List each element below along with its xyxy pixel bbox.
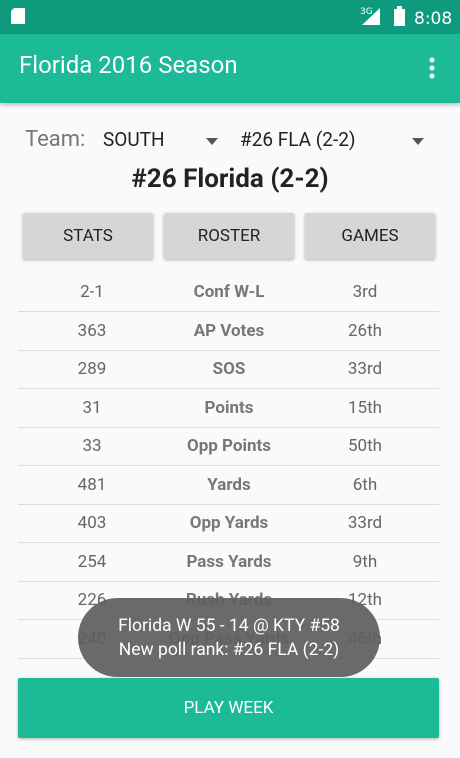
- stat-value: 363: [77, 320, 107, 341]
- network-label: 3G: [360, 7, 373, 17]
- team-label: Team:: [25, 127, 86, 152]
- sd-card-icon: [11, 8, 25, 24]
- app-title: Florida 2016 Season: [19, 51, 238, 79]
- stat-label: Pass Yards: [186, 551, 272, 572]
- tab-button[interactable]: ROSTER: [164, 213, 294, 259]
- clock: 8:08: [414, 9, 452, 29]
- battery-tip: [397, 6, 402, 9]
- stat-rank: 33rd: [347, 359, 383, 379]
- play-week-button[interactable]: PLAY WEEK: [18, 678, 439, 738]
- table-row: 2-1 Conf W-L 3rd: [18, 273, 439, 312]
- status-icons: 3G 8:08: [11, 6, 452, 29]
- table-row: 481 Yards 6th: [18, 466, 439, 505]
- battery-icon: [394, 9, 405, 26]
- tab-button[interactable]: STATS: [23, 213, 153, 259]
- tab-button[interactable]: GAMES: [305, 213, 435, 259]
- team-spinner[interactable]: #26 FLA (2-2): [240, 128, 356, 151]
- stat-value: 403: [77, 513, 107, 533]
- toast: Florida W 55 - 14 @ KTY #58 New poll rank…: [78, 598, 380, 677]
- table-row: 289 SOS 33rd: [18, 350, 439, 389]
- table-row: 403 Opp Yards 33rd: [18, 504, 439, 543]
- stat-value: 481: [77, 474, 107, 495]
- toast-line: New poll rank: #26 FLA (2-2): [118, 639, 340, 660]
- app-bar: Florida 2016 Season: [0, 34, 460, 103]
- table-row: 254 Pass Yards 9th: [18, 543, 439, 582]
- stat-label: Opp Points: [186, 436, 272, 456]
- overflow-menu[interactable]: [426, 56, 438, 80]
- stat-label: Points: [204, 397, 254, 418]
- stat-label: Opp Yards: [189, 513, 269, 533]
- toast-line: Florida W 55 - 14 @ KTY #58: [118, 615, 340, 636]
- stat-rank: 9th: [352, 551, 378, 572]
- signal-icon: [362, 8, 380, 25]
- stat-label: Conf W-L: [193, 282, 265, 302]
- stat-rank: 3rd: [352, 282, 378, 302]
- table-row: 31 Points 15th: [18, 389, 439, 428]
- stat-value: 33: [82, 436, 102, 456]
- stat-value: 254: [77, 551, 107, 572]
- stat-rank: 26th: [347, 320, 383, 341]
- stat-value: 31: [82, 397, 102, 418]
- stat-rank: 50th: [347, 436, 383, 456]
- table-row: 363 AP Votes 26th: [18, 312, 439, 351]
- stat-label: SOS: [212, 359, 246, 379]
- stat-value: 2-1: [80, 282, 104, 302]
- stat-rank: 6th: [352, 474, 378, 495]
- table-row: 33 Opp Points 50th: [18, 427, 439, 466]
- stat-rank: 33rd: [347, 513, 383, 533]
- team-heading: #26 Florida (2-2): [131, 164, 329, 194]
- spinner-arrow: [206, 138, 218, 145]
- stat-rank: 15th: [347, 397, 383, 418]
- stat-label: Yards: [207, 474, 251, 495]
- status-bar: 3G 8:08: [0, 0, 460, 34]
- stat-value: 289: [77, 359, 107, 379]
- spinner-arrow: [412, 138, 424, 145]
- stat-label: AP Votes: [193, 320, 265, 341]
- conference-spinner[interactable]: SOUTH: [103, 128, 165, 151]
